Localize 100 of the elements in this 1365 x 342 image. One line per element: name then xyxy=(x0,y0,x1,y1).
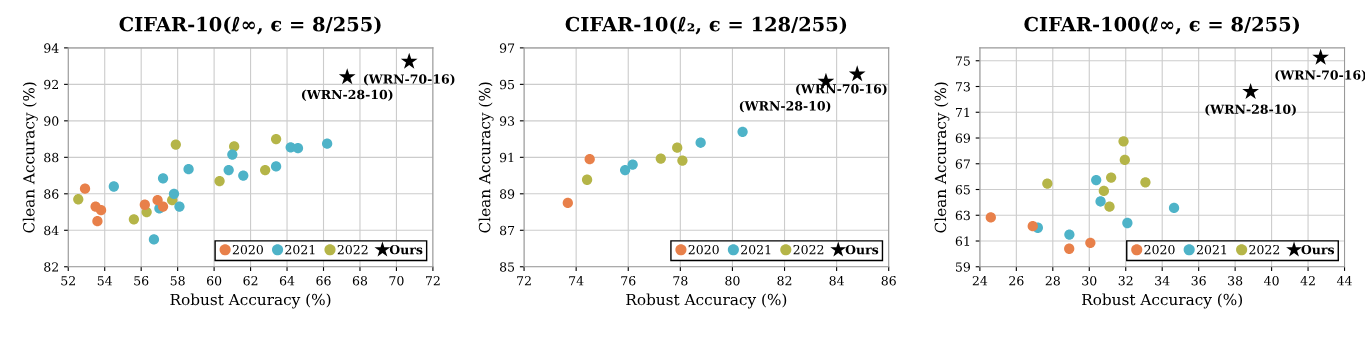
legend-label: 2022 xyxy=(793,244,824,255)
point xyxy=(584,153,595,165)
point xyxy=(562,197,573,209)
x-axis-title: Robust Accuracy (%) xyxy=(1082,293,1243,309)
x-tick-label: 38 xyxy=(1228,276,1243,286)
point xyxy=(174,201,185,212)
x-tick-label: 64 xyxy=(279,276,295,286)
annotation: (WRN-28-10) xyxy=(1205,104,1296,116)
point xyxy=(95,205,107,216)
point xyxy=(627,159,638,170)
y-tick-label: 97 xyxy=(499,43,515,53)
y-tick-label: 87 xyxy=(499,225,515,236)
x-tick-label: 72 xyxy=(426,276,440,286)
y-tick-label: 82 xyxy=(44,262,58,272)
y-axis-title: Clean Accuracy (%) xyxy=(934,82,950,233)
annotation: (WRN-70-16) xyxy=(796,83,887,96)
point xyxy=(985,212,996,223)
point xyxy=(270,133,282,145)
x-tick-label: 52 xyxy=(61,276,75,286)
x-tick-label: 30 xyxy=(1082,276,1097,286)
point xyxy=(1042,178,1053,189)
point xyxy=(1064,229,1075,240)
x-tick-label: 82 xyxy=(777,276,792,286)
chart-title: CIFAR-10(ℓ₂, ϵ = 128/255) xyxy=(565,16,847,35)
y-tick-label: 95 xyxy=(499,79,515,90)
legend-label: 2021 xyxy=(1196,244,1227,255)
legend-label: 2021 xyxy=(741,244,771,255)
point xyxy=(148,234,160,245)
point xyxy=(1119,154,1130,166)
chart-title: CIFAR-10(ℓ∞, ϵ = 8/255) xyxy=(119,16,381,35)
legend-label: Ours xyxy=(389,244,423,255)
y-tick-label: 63 xyxy=(955,210,970,221)
point xyxy=(1098,185,1110,197)
point xyxy=(1085,237,1096,248)
x-tick-label: 70 xyxy=(389,276,404,286)
point xyxy=(695,137,706,148)
x-tick-label: 54 xyxy=(97,276,113,286)
legend-label: 2021 xyxy=(285,244,315,255)
point xyxy=(1106,172,1117,183)
y-tick-label: 65 xyxy=(955,184,970,195)
point xyxy=(677,155,688,166)
x-tick-label: 32 xyxy=(1118,276,1133,286)
x-tick-label: 44 xyxy=(1336,276,1352,286)
x-tick-label: 36 xyxy=(1191,276,1206,286)
y-tick-label: 75 xyxy=(955,56,970,66)
y-axis-title: Clean Accuracy (%) xyxy=(22,82,38,233)
point xyxy=(1122,217,1133,229)
point xyxy=(183,164,194,175)
point xyxy=(157,201,169,212)
x-tick-label: 34 xyxy=(1155,276,1170,286)
y-tick-label: 84 xyxy=(44,225,59,236)
annotation: (WRN-70-16) xyxy=(1275,70,1365,82)
point xyxy=(139,199,150,210)
point xyxy=(1027,221,1038,232)
y-tick-label: 90 xyxy=(44,116,59,126)
y-tick-label: 94 xyxy=(44,43,59,53)
point xyxy=(655,153,666,164)
point xyxy=(73,194,84,205)
y-tick-label: 89 xyxy=(499,189,515,199)
point xyxy=(214,175,225,187)
x-tick-label: 60 xyxy=(206,276,222,286)
point xyxy=(168,188,180,199)
x-tick-label: 74 xyxy=(569,276,584,286)
point xyxy=(1091,174,1102,186)
legend-label: 2022 xyxy=(337,244,368,255)
point xyxy=(1242,83,1259,99)
point xyxy=(260,164,271,176)
point xyxy=(92,216,103,227)
point xyxy=(1095,196,1106,207)
point xyxy=(619,164,631,176)
y-tick-label: 85 xyxy=(499,262,515,272)
point xyxy=(737,126,748,137)
point xyxy=(1064,243,1075,254)
point xyxy=(1312,48,1329,65)
y-tick-label: 61 xyxy=(955,236,970,246)
point xyxy=(227,149,238,160)
point xyxy=(157,173,169,184)
point xyxy=(322,138,333,149)
x-tick-label: 86 xyxy=(881,276,896,286)
point xyxy=(1140,177,1151,188)
point xyxy=(108,181,119,192)
y-tick-label: 59 xyxy=(956,262,971,272)
legend-label: 2020 xyxy=(1144,244,1175,255)
x-tick-label: 40 xyxy=(1264,276,1279,286)
x-tick-label: 78 xyxy=(673,276,688,286)
annotation: (WRN-28-10) xyxy=(739,100,831,113)
legend-label: 2020 xyxy=(232,244,263,255)
point xyxy=(170,139,181,150)
point xyxy=(152,195,163,206)
point xyxy=(1104,201,1115,212)
x-tick-label: 66 xyxy=(316,276,331,286)
point xyxy=(229,141,240,152)
point xyxy=(79,183,91,194)
point xyxy=(672,142,683,153)
x-tick-label: 80 xyxy=(725,276,740,286)
legend-label: 2022 xyxy=(1249,244,1280,255)
y-tick-label: 67 xyxy=(955,159,970,169)
x-tick-label: 28 xyxy=(1045,276,1060,286)
legend-label: Ours xyxy=(845,244,879,255)
point xyxy=(270,161,282,172)
